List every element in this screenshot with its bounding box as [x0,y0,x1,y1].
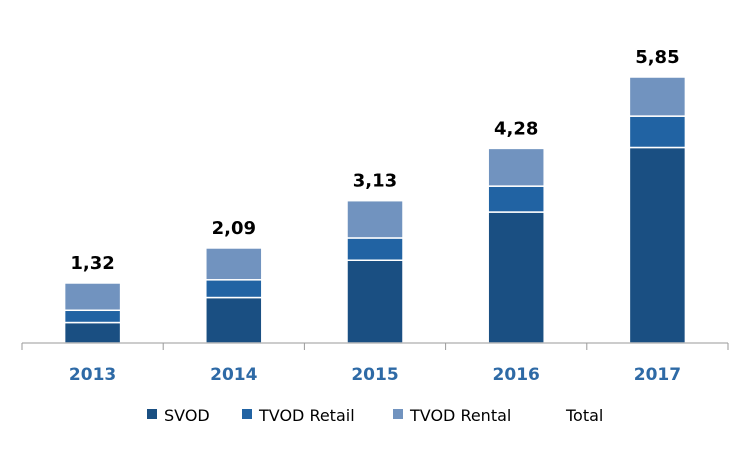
x-tick-label-2014: 2014 [210,365,257,385]
total-label-2016: 4,28 [494,118,538,139]
bar-tvod-rental-2014 [205,247,263,281]
legend-item-svod: SVOD [147,406,210,425]
x-tick-label-2015: 2015 [351,365,398,385]
legend-item-tvod-rental: TVOD Rental [393,406,511,425]
bar-svod-2017 [628,146,687,344]
bars-layer [63,76,687,344]
bar-tvod-retail-2014 [205,279,263,299]
legend-label-svod: SVOD [164,406,210,425]
total-label-2013: 1,32 [70,253,114,274]
bar-tvod-rental-2016 [487,147,545,187]
total-label-2014: 2,09 [212,218,256,239]
legend: SVOD TVOD Retail TVOD Rental Total [147,406,603,425]
legend-item-total: Total [565,406,603,425]
legend-label-tvod-rental: TVOD Rental [409,406,511,425]
bar-tvod-retail-2016 [487,185,545,213]
bar-svod-2014 [205,296,263,344]
legend-item-tvod-retail: TVOD Retail [242,406,355,425]
legend-label-total: Total [565,406,603,425]
bar-tvod-rental-2017 [628,76,687,117]
legend-swatch-svod [147,409,157,419]
legend-label-tvod-retail: TVOD Retail [258,406,355,425]
bar-svod-2013 [63,321,122,344]
total-labels: 1,32 2,09 3,13 4,28 5,85 [70,47,679,274]
x-axis [21,342,729,350]
bar-tvod-retail-2015 [346,237,404,261]
bar-tvod-retail-2017 [628,115,687,149]
x-tick-label-2017: 2017 [634,365,681,385]
total-label-2017: 5,85 [635,47,679,68]
x-tick-label-2013: 2013 [69,365,116,385]
total-label-2015: 3,13 [353,171,397,192]
bar-svod-2016 [487,211,545,344]
bar-svod-2015 [346,259,404,344]
legend-swatch-tvod-retail [242,409,252,419]
x-tick-label-2016: 2016 [493,365,540,385]
bar-tvod-retail-2013 [63,309,122,324]
bar-tvod-rental-2015 [346,199,404,239]
x-tick-labels: 2013 2014 2015 2016 2017 [69,365,681,385]
legend-swatch-tvod-rental [393,409,403,419]
bar-tvod-rental-2013 [63,282,122,312]
